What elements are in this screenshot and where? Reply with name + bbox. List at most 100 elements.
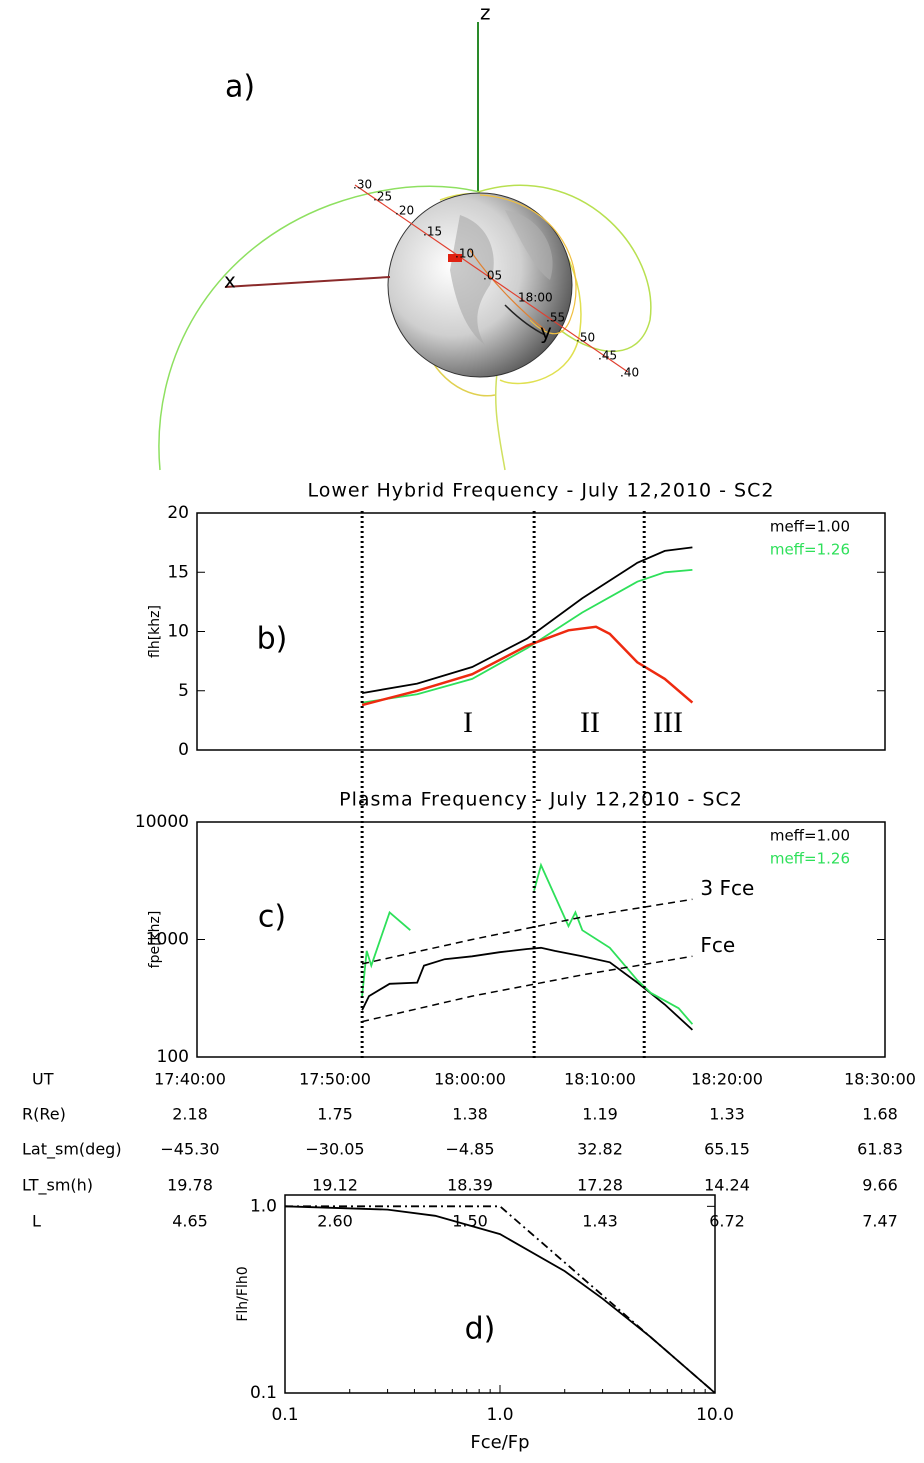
reference-line bbox=[361, 898, 693, 965]
orbit bbox=[479, 194, 577, 335]
y-tick-label: 100 bbox=[157, 1047, 189, 1067]
y-tick-label: 5 bbox=[178, 681, 189, 701]
trajectory-segment bbox=[504, 304, 546, 336]
table-cell: 7.47 bbox=[862, 1212, 898, 1231]
y-tick-label: 10 bbox=[167, 622, 189, 642]
table-cell: −30.05 bbox=[305, 1140, 364, 1159]
legend-entry: meff=1.26 bbox=[770, 850, 850, 868]
table-cell: 18:10:00 bbox=[564, 1070, 636, 1089]
time-label: .25 bbox=[373, 190, 392, 204]
annotation: d) bbox=[465, 1312, 496, 1347]
table-cell: 1.19 bbox=[582, 1105, 618, 1124]
table-row-label: Lat_sm(deg) bbox=[22, 1140, 122, 1160]
table-cell: 1.33 bbox=[709, 1105, 745, 1124]
x-tick-label: 10.0 bbox=[696, 1405, 734, 1425]
time-label: .50 bbox=[576, 331, 595, 345]
annotation: I bbox=[463, 706, 473, 739]
table-cell: 18:20:00 bbox=[691, 1070, 763, 1089]
x-tick-label: 1.0 bbox=[486, 1405, 513, 1425]
table-cell: 1.50 bbox=[452, 1212, 488, 1231]
reference-label: Fce bbox=[700, 933, 735, 957]
y-tick-label: 0.1 bbox=[250, 1383, 277, 1403]
orbit bbox=[477, 184, 652, 352]
time-label: .55 bbox=[546, 311, 565, 325]
table-cell: 19.12 bbox=[312, 1176, 358, 1195]
legend-entry: meff=1.26 bbox=[770, 541, 850, 559]
x-axis bbox=[224, 276, 391, 288]
y-tick-label: 15 bbox=[167, 562, 189, 582]
series-line bbox=[284, 1205, 716, 1394]
table-cell: 6.72 bbox=[709, 1212, 745, 1231]
time-label: .45 bbox=[598, 349, 617, 363]
table-cell: 2.60 bbox=[317, 1212, 353, 1231]
time-label: .40 bbox=[620, 366, 639, 380]
time-label: .15 bbox=[423, 225, 442, 239]
table-row-label: L bbox=[32, 1212, 41, 1231]
y-tick-label: 10000 bbox=[135, 812, 189, 832]
series-line bbox=[361, 569, 693, 704]
continent bbox=[505, 210, 553, 280]
table-cell: 1.38 bbox=[452, 1105, 488, 1124]
time-label: .30 bbox=[353, 178, 372, 192]
annotation: c) bbox=[258, 900, 286, 935]
table-cell: 1.43 bbox=[582, 1212, 618, 1231]
chart-title: Lower Hybrid Frequency - July 12,2010 - … bbox=[308, 480, 775, 502]
annotation: II bbox=[580, 706, 600, 739]
series-line bbox=[361, 546, 693, 694]
table-row-label: LT_sm(h) bbox=[22, 1176, 93, 1196]
table-cell: 61.83 bbox=[857, 1140, 903, 1159]
table-cell: 32.82 bbox=[577, 1140, 623, 1159]
reference-label: 3 Fce bbox=[700, 876, 754, 900]
table-cell: −45.30 bbox=[160, 1140, 219, 1159]
y-axis-label: flh[khz] bbox=[147, 605, 163, 658]
y-tick-label: 0 bbox=[178, 740, 189, 760]
table-cell: 18:00:00 bbox=[434, 1070, 506, 1089]
reference-line bbox=[361, 955, 693, 1023]
axis-label: x bbox=[224, 269, 236, 293]
axis-label: y bbox=[540, 320, 552, 344]
table-cell: 14.24 bbox=[704, 1176, 750, 1195]
spacecraft-marker bbox=[448, 254, 462, 262]
table-cell: 1.68 bbox=[862, 1105, 898, 1124]
table-cell: 2.18 bbox=[172, 1105, 208, 1124]
orbit-panel: a) z x y .30 .25 .20 .15 .10 .05 18:00 .… bbox=[158, 1, 652, 471]
table-cell: 18:30:00 bbox=[844, 1070, 916, 1089]
series-line bbox=[361, 946, 694, 1031]
table-cell: 4.65 bbox=[172, 1212, 208, 1231]
legend-entry: meff=1.00 bbox=[770, 827, 850, 845]
time-label: 18:00 bbox=[518, 291, 553, 305]
x-axis-label: Fce/Fp bbox=[470, 1432, 529, 1453]
panel-label: a) bbox=[225, 70, 255, 105]
annotation: III bbox=[653, 706, 683, 739]
time-label: .20 bbox=[395, 204, 414, 218]
y-tick-label: 1.0 bbox=[250, 1196, 277, 1216]
trajectory bbox=[354, 184, 629, 373]
table-cell: 17:40:00 bbox=[154, 1070, 226, 1089]
y-tick-label: 20 bbox=[167, 503, 189, 523]
table-cell: 17.28 bbox=[577, 1176, 623, 1195]
table-cell: 1.75 bbox=[317, 1105, 353, 1124]
time-label: .05 bbox=[483, 269, 502, 283]
table-cell: 9.66 bbox=[862, 1176, 898, 1195]
table-row-label: R(Re) bbox=[22, 1105, 66, 1124]
series-line bbox=[361, 625, 694, 707]
series-line bbox=[361, 862, 694, 1025]
y-tick-label: 1000 bbox=[146, 930, 189, 950]
annotation: b) bbox=[257, 622, 288, 657]
orbit bbox=[158, 185, 481, 471]
table-cell: 65.15 bbox=[704, 1140, 750, 1159]
continent bbox=[450, 215, 494, 345]
time-label: .10 bbox=[455, 247, 474, 261]
x-tick-label: 0.1 bbox=[271, 1405, 298, 1425]
table-cell: −4.85 bbox=[445, 1140, 494, 1159]
chart-title: Plasma Frequency - July 12,2010 - SC2 bbox=[339, 789, 743, 811]
table-cell: 19.78 bbox=[167, 1176, 213, 1195]
axis-label: z bbox=[480, 1, 491, 25]
table-cell: 18.39 bbox=[447, 1176, 493, 1195]
orbit bbox=[469, 249, 546, 331]
table-cell: 17:50:00 bbox=[299, 1070, 371, 1089]
y-axis-label: fpe[khz] bbox=[147, 911, 163, 969]
legend-entry: meff=1.00 bbox=[770, 518, 850, 536]
table-row-label: UT bbox=[32, 1070, 54, 1089]
